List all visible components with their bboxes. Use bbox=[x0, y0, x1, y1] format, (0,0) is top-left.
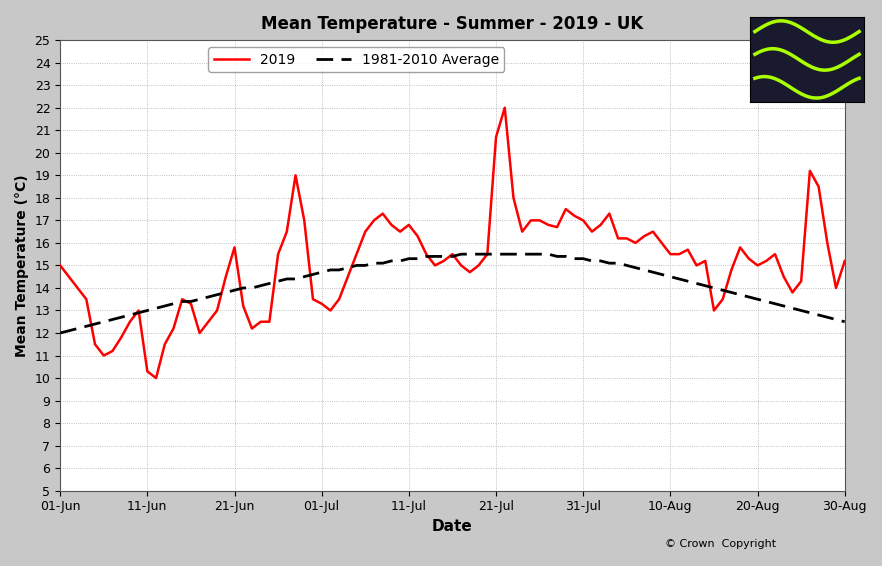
Title: Mean Temperature - Summer - 2019 - UK: Mean Temperature - Summer - 2019 - UK bbox=[261, 15, 644, 33]
Text: Met Office: Met Office bbox=[779, 134, 835, 144]
X-axis label: Date: Date bbox=[432, 519, 473, 534]
Legend: 2019, 1981-2010 Average: 2019, 1981-2010 Average bbox=[208, 47, 505, 72]
Y-axis label: Mean Temperature (°C): Mean Temperature (°C) bbox=[15, 174, 29, 357]
Text: © Crown  Copyright: © Crown Copyright bbox=[665, 539, 776, 549]
